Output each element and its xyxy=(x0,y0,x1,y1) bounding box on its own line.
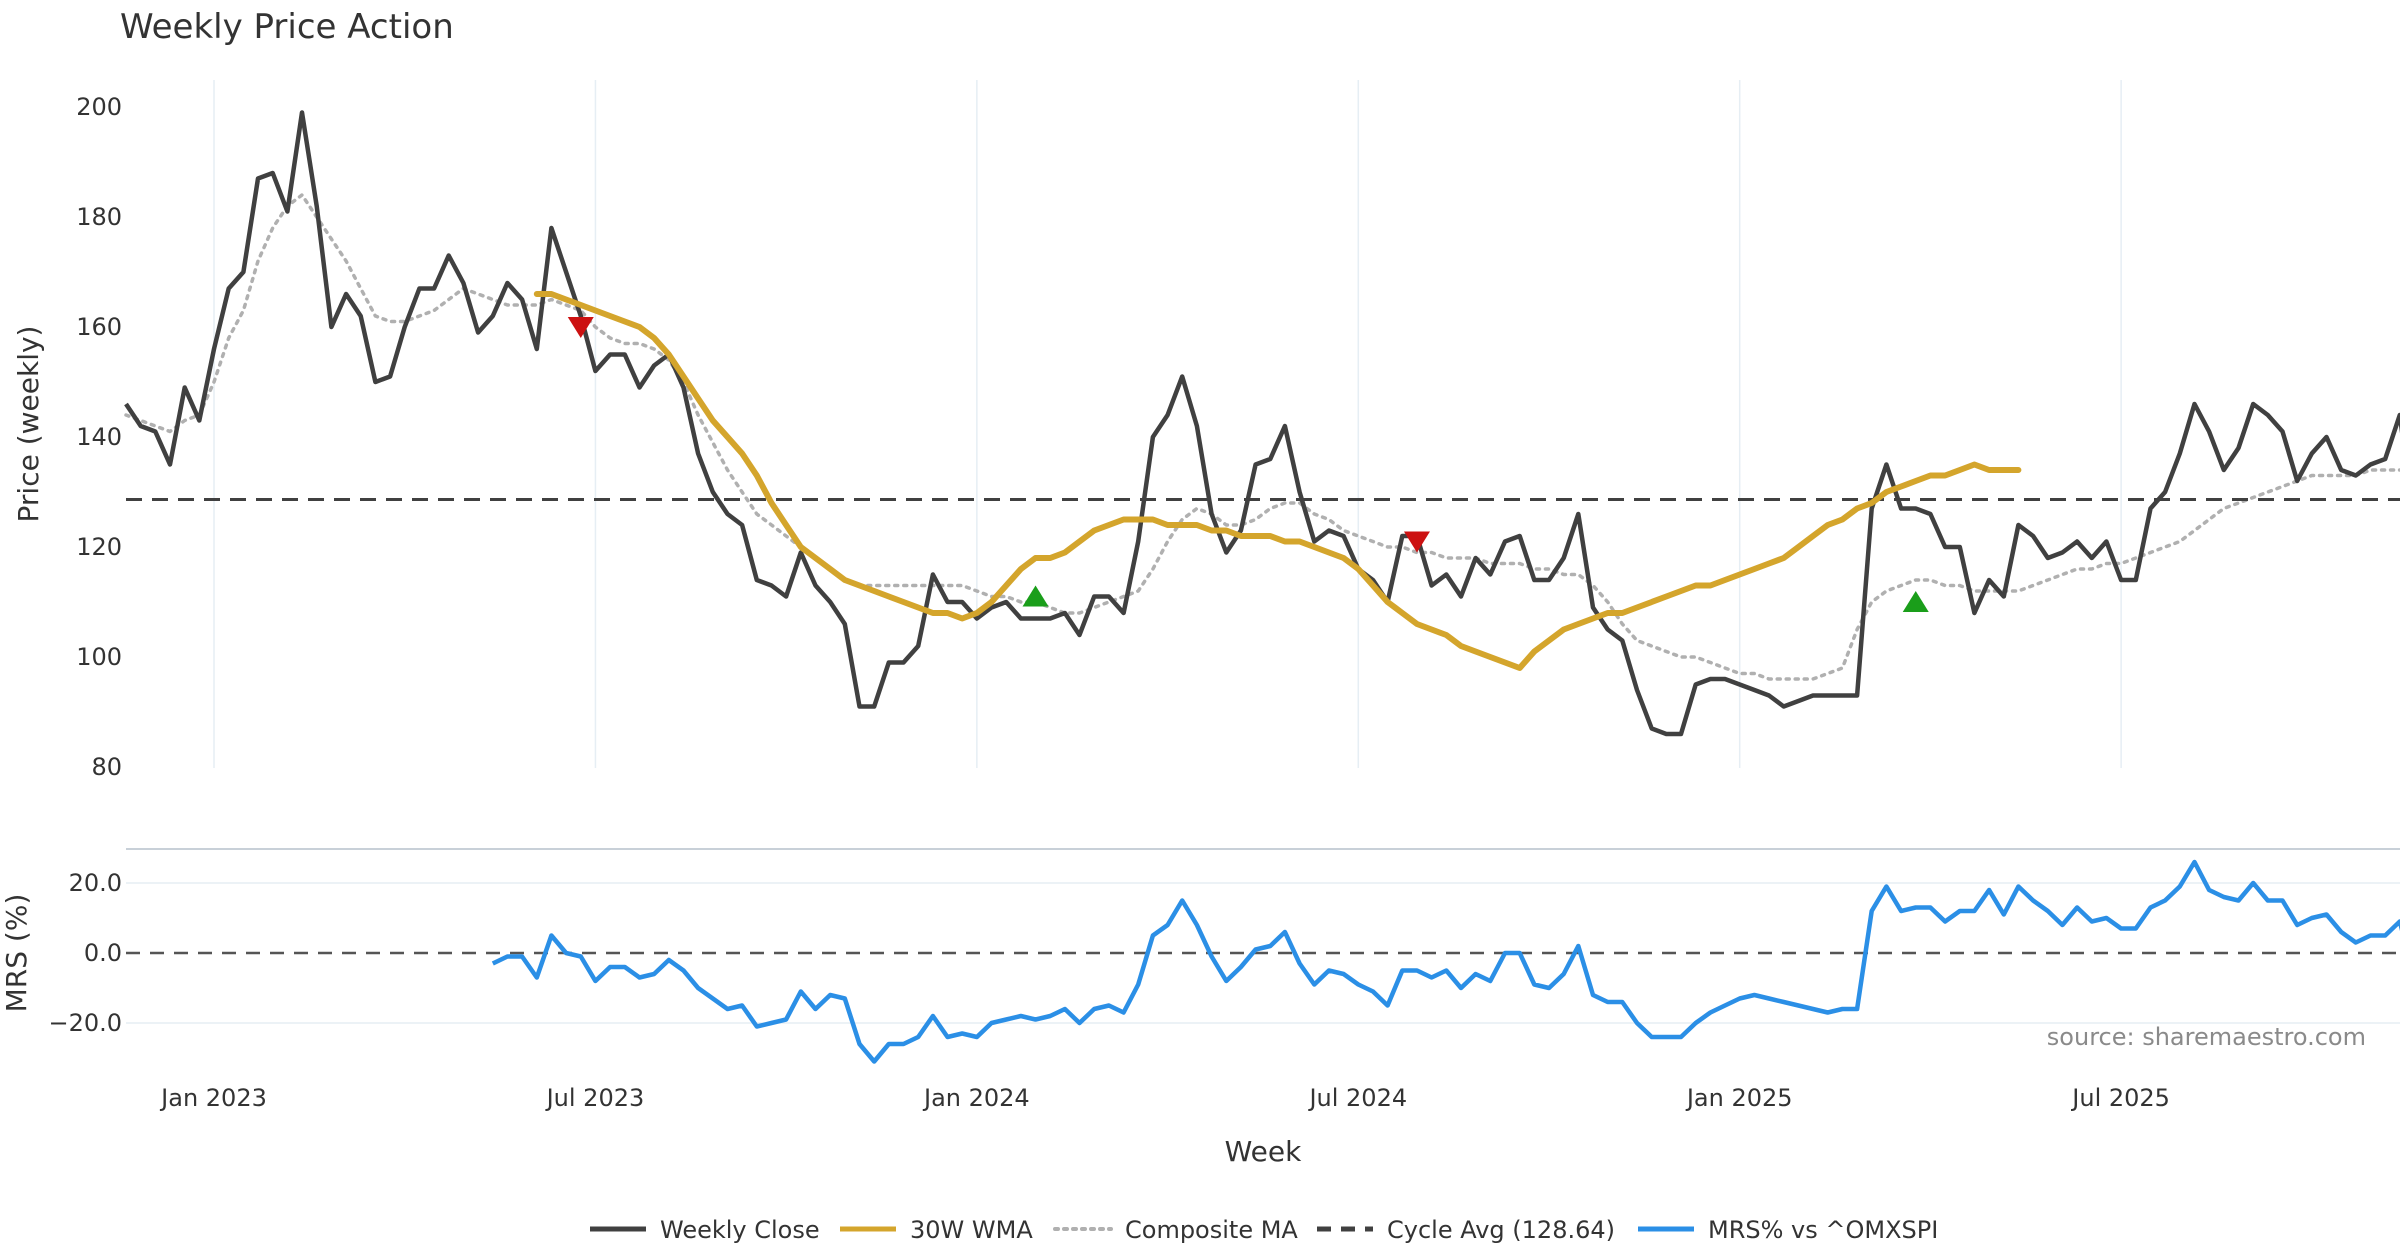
x-tick-label: Jul 2025 xyxy=(2070,1084,2170,1112)
x-tick-label: Jul 2024 xyxy=(1307,1084,1407,1112)
x-tick-label: Jan 2024 xyxy=(922,1084,1030,1112)
legend-item-label: Composite MA xyxy=(1125,1216,1298,1244)
x-tick-label: Jul 2023 xyxy=(545,1084,645,1112)
price-y-tick-label: 140 xyxy=(76,423,122,451)
weekly-close-line xyxy=(124,110,2400,737)
signal-markers xyxy=(567,317,1929,612)
sell-marker xyxy=(567,317,594,338)
price-y-tick-label: 100 xyxy=(76,643,122,671)
sell-marker xyxy=(1403,531,1430,553)
legend-item-label: MRS% vs ^OMXSPI xyxy=(1708,1216,1938,1244)
price-y-tick-label: 80 xyxy=(91,753,122,781)
buy-marker xyxy=(1902,591,1929,612)
price-y-tick-label: 180 xyxy=(76,203,122,231)
x-axis-label: Week xyxy=(1225,1135,1302,1168)
y-tick-labels: −20.0 0.0 20.0 80 100 120 140 160 180 200 xyxy=(48,93,122,1037)
legend: Weekly Close 30W WMA Composite MA Cycle Avg… xyxy=(590,1216,1938,1244)
buy-marker xyxy=(1022,585,1049,607)
price-y-tick-label: 160 xyxy=(76,313,122,341)
composite-ma-line xyxy=(124,193,2400,681)
series-lines xyxy=(124,110,2400,1064)
source-note: source: sharemaestro.com xyxy=(2047,1023,2366,1051)
grid-lines xyxy=(126,80,2400,1024)
mrs-line xyxy=(491,859,2400,1064)
mrs-y-tick-label: −20.0 xyxy=(48,1009,122,1037)
x-tick-label: Jan 2025 xyxy=(1685,1084,1793,1112)
legend-item-label: 30W WMA xyxy=(910,1216,1033,1244)
top-y-axis-label: Price (weekly) xyxy=(12,326,45,523)
x-tick-label: Jan 2023 xyxy=(159,1084,267,1112)
mrs-y-tick-label: 20.0 xyxy=(69,869,122,897)
wma-30w-line xyxy=(533,291,2022,671)
price-y-tick-label: 120 xyxy=(76,533,122,561)
mrs-y-tick-label: 0.0 xyxy=(84,939,122,967)
x-tick-labels: Jan 2023 Jul 2023 Jan 2024 Jul 2024 Jan 2025… xyxy=(159,1084,2170,1112)
legend-item-label: Cycle Avg (128.64) xyxy=(1387,1216,1615,1244)
legend-item-label: Weekly Close xyxy=(660,1216,820,1244)
price-y-tick-label: 200 xyxy=(76,93,122,121)
chart-title: Weekly Price Action xyxy=(120,7,454,47)
bottom-y-axis-label: MRS (%) xyxy=(0,894,33,1013)
